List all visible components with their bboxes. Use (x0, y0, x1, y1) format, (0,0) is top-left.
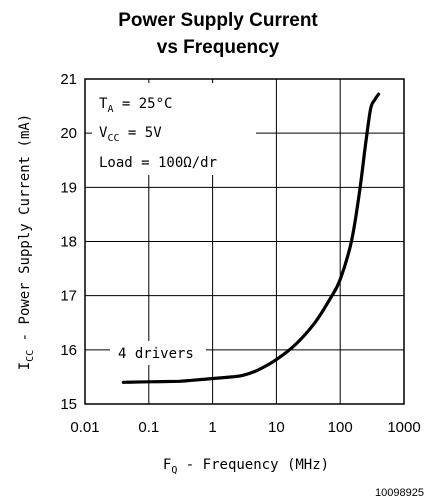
x-tick-label: 0.01 (70, 419, 99, 436)
y-tick-label: 17 (60, 288, 77, 305)
x-tick-label: 10 (268, 419, 285, 436)
x-axis-ticks: 0.01 0.1 1 10 100 1000 (70, 419, 420, 436)
chart-title-line-2: vs Frequency (157, 37, 280, 58)
series-line-4-drivers (121, 92, 381, 384)
x-tick-label: 1000 (387, 419, 420, 436)
y-tick-label: 18 (60, 234, 77, 251)
series-label-background (110, 341, 206, 365)
x-axis-label: FQ - Frequency (MHz) (163, 457, 329, 476)
figure-id: 10098925 (375, 487, 424, 499)
conditions-box (92, 83, 256, 175)
y-tick-label: 21 (60, 71, 77, 88)
series-label: 4 drivers (118, 346, 194, 362)
x-tick-label: 1 (208, 419, 216, 436)
x-tick-label: 100 (328, 419, 353, 436)
chart-title-line-1: Power Supply Current (118, 10, 318, 31)
condition-supply-voltage: VCC = 5V (99, 125, 162, 144)
plot-frame (84, 78, 405, 405)
y-tick-label: 16 (60, 342, 77, 359)
y-tick-label: 19 (60, 179, 77, 196)
y-tick-label: 15 (60, 396, 77, 413)
x-tick-label: 0.1 (138, 419, 159, 436)
y-axis-label: ICC - Power Supply Current (mA) (17, 114, 36, 371)
y-axis-ticks: 15 16 17 18 19 20 21 (60, 71, 77, 413)
y-tick-label: 20 (60, 125, 77, 142)
condition-load: Load = 100Ω/dr (99, 155, 217, 171)
condition-temperature: TA = 25°C (99, 96, 172, 115)
